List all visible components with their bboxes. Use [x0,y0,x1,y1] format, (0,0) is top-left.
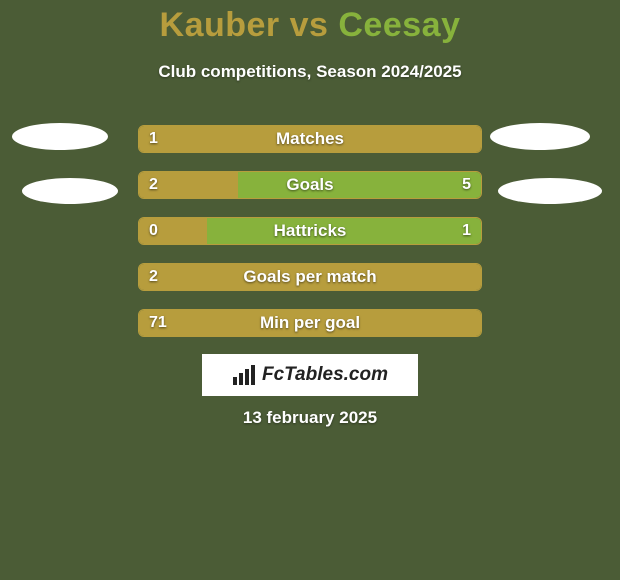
comparison-infographic: Kauber vs Ceesay Club competitions, Seas… [0,0,620,580]
stat-fill-right [238,172,481,198]
logo-text: FcTables.com [262,364,388,386]
avatar-placeholder [22,178,118,204]
stat-fill-left [139,218,207,244]
page-title: Kauber vs Ceesay [0,6,620,45]
title-vs: vs [280,6,339,44]
bars-icon [232,365,256,385]
source-logo: FcTables.com [202,354,418,396]
stat-fill-left [139,310,481,336]
stat-row: 25Goals [138,171,482,199]
stat-fill-left [139,264,481,290]
player2-name: Ceesay [338,6,460,44]
subtitle: Club competitions, Season 2024/2025 [0,62,620,82]
stat-fill-left [139,172,238,198]
stat-row: 1Matches [138,125,482,153]
stat-bars: 1Matches 25Goals 01Hattricks 2Goals per mat… [138,125,482,355]
stat-row: 2Goals per match [138,263,482,291]
player1-name: Kauber [160,6,280,44]
stat-row: 71Min per goal [138,309,482,337]
stat-fill-left [139,126,481,152]
avatar-placeholder [490,123,590,150]
stat-fill-right [207,218,481,244]
stat-row: 01Hattricks [138,217,482,245]
date-text: 13 february 2025 [0,408,620,428]
avatar-placeholder [498,178,602,204]
avatar-placeholder [12,123,108,150]
